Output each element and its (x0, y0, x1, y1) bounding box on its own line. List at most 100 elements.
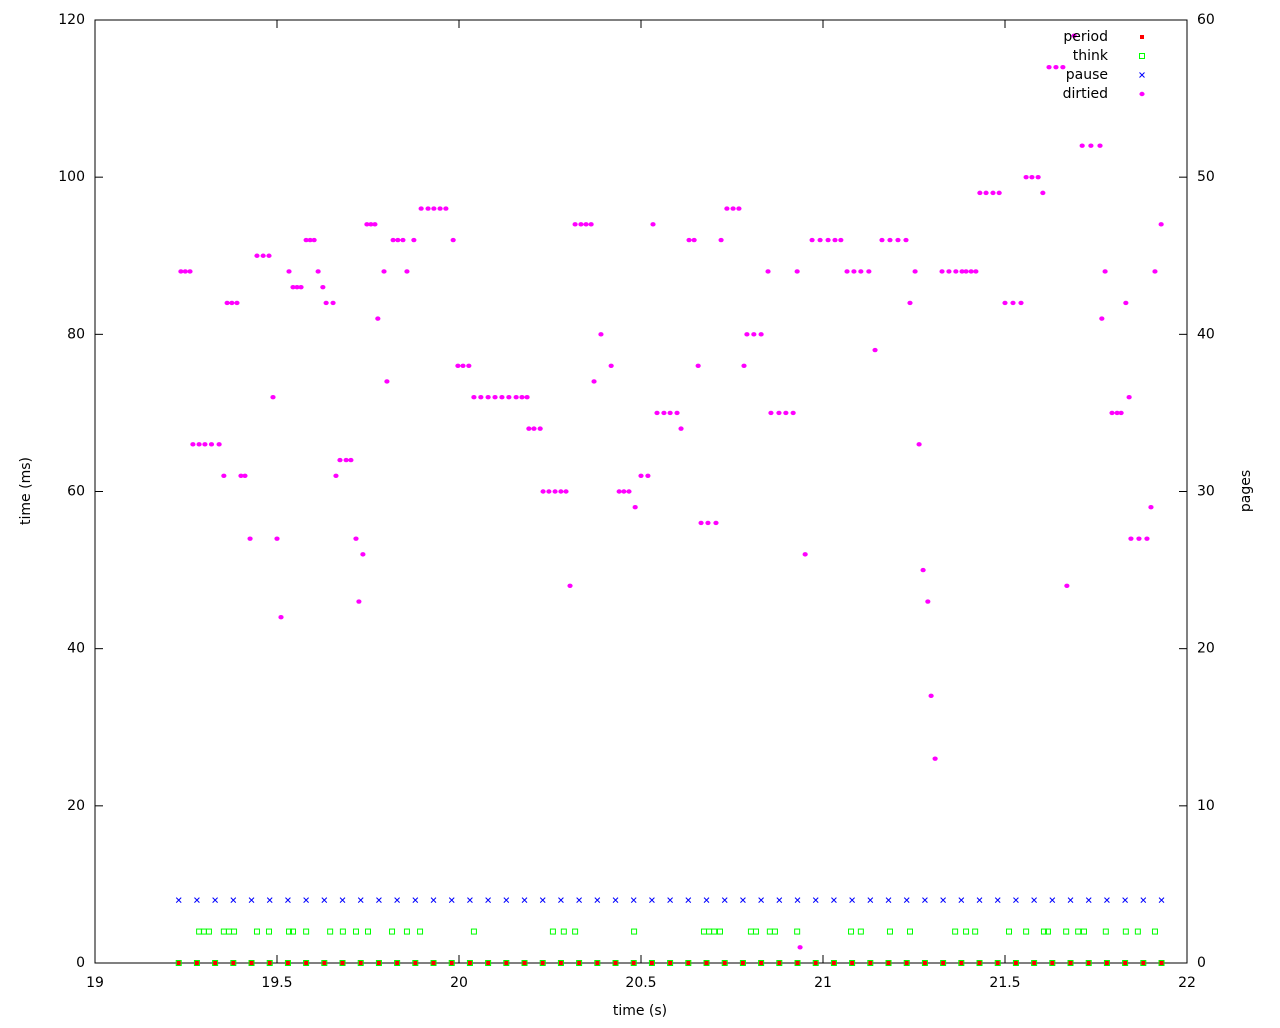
point (594, 897, 601, 903)
point (404, 269, 410, 274)
point (485, 897, 491, 903)
point (333, 473, 339, 478)
point (425, 206, 431, 211)
point (736, 206, 742, 211)
point (1049, 960, 1056, 966)
point (231, 928, 238, 935)
point (1114, 410, 1120, 416)
legend-label: pause (1066, 67, 1108, 83)
y2-tick-label: 20 (1197, 641, 1215, 657)
point (449, 961, 454, 965)
point (224, 300, 230, 306)
point (739, 960, 746, 966)
point (1079, 143, 1085, 148)
point (867, 897, 874, 903)
y-tick-label: 0 (76, 955, 85, 971)
point (1067, 897, 1074, 903)
x-tick-label: 20 (450, 975, 468, 991)
point (365, 928, 371, 935)
point (959, 961, 964, 965)
point (1141, 961, 1146, 965)
point (202, 442, 208, 447)
point (348, 457, 354, 463)
point (1122, 897, 1128, 903)
point (485, 960, 492, 966)
point (667, 960, 674, 966)
point (390, 237, 396, 243)
point (298, 284, 304, 290)
point (1046, 64, 1052, 70)
point (290, 284, 296, 290)
point (242, 473, 248, 478)
point (266, 960, 273, 966)
point (395, 961, 400, 965)
point (485, 395, 491, 400)
point (1006, 928, 1013, 935)
point (1123, 961, 1128, 965)
point (1159, 961, 1164, 965)
point (321, 897, 328, 903)
point (254, 253, 260, 258)
point (674, 410, 680, 416)
point (1123, 300, 1129, 306)
point (357, 897, 364, 903)
point (513, 395, 519, 400)
point (940, 897, 946, 903)
point (703, 897, 710, 903)
point (858, 269, 864, 274)
point (922, 961, 927, 965)
point (812, 960, 819, 966)
point (648, 960, 655, 966)
point (323, 300, 329, 306)
point (539, 897, 546, 903)
point (722, 961, 727, 965)
point (706, 928, 713, 935)
point (1109, 410, 1115, 416)
point (794, 269, 800, 274)
point (303, 897, 309, 903)
point (1013, 897, 1019, 903)
point (558, 489, 564, 494)
point (339, 897, 346, 903)
point (221, 473, 227, 478)
point (912, 269, 918, 274)
legend-label: period (1063, 29, 1108, 45)
point (266, 253, 272, 258)
point (304, 961, 309, 965)
point (418, 206, 424, 211)
x-tick-label: 20.5 (625, 975, 656, 991)
point (1031, 897, 1037, 903)
point (448, 960, 455, 966)
point (486, 961, 491, 965)
point (844, 269, 850, 274)
point (521, 960, 528, 966)
point (700, 928, 707, 935)
point (766, 928, 773, 935)
point (193, 960, 200, 966)
point (825, 237, 831, 243)
point (499, 395, 505, 400)
point (1040, 928, 1047, 935)
point (631, 928, 638, 935)
point (460, 363, 466, 368)
point (1031, 960, 1038, 966)
point (626, 489, 632, 494)
point (977, 190, 983, 196)
point (831, 961, 836, 965)
point (946, 269, 952, 274)
point (411, 237, 417, 243)
point (758, 332, 764, 337)
point (1032, 961, 1037, 965)
point (939, 269, 945, 274)
x-tick-label: 19.5 (261, 975, 292, 991)
point (1050, 961, 1055, 965)
point (963, 269, 969, 274)
legend-marker (1139, 72, 1145, 78)
point (1140, 960, 1147, 966)
point (343, 457, 349, 463)
point (194, 961, 199, 965)
point (1068, 961, 1073, 965)
point (921, 960, 928, 966)
point (758, 897, 764, 903)
point (1103, 960, 1110, 966)
